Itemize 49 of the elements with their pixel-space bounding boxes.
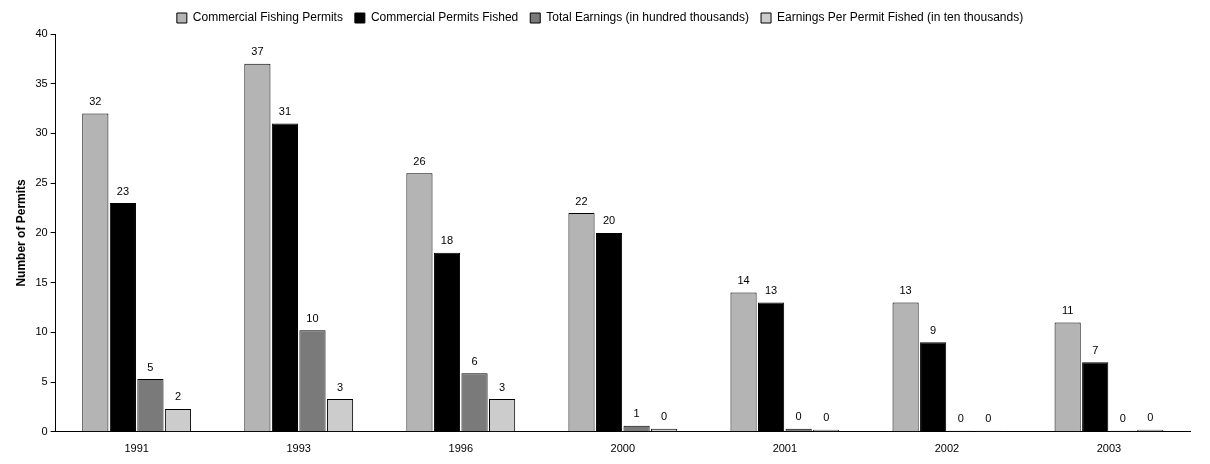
data-label: 3 (336, 380, 344, 393)
data-label: 6 (471, 354, 478, 367)
data-label: 14 (737, 274, 750, 287)
data-label: 7 (1092, 343, 1099, 356)
data-label: 0 (985, 412, 992, 425)
data-label: 10 (306, 311, 319, 324)
legend-label: Earnings Per Permit Fished (in ten thousands) (777, 10, 1024, 25)
data-label: 22 (575, 194, 588, 207)
data-label: 13 (899, 284, 912, 297)
x-tick-label: 2001 (772, 442, 798, 455)
data-label: 0 (823, 411, 830, 424)
x-tick-label: 2002 (934, 442, 960, 455)
data-label: 13 (764, 284, 778, 297)
data-label: 31 (278, 105, 292, 118)
x-tick-label: 1993 (286, 442, 311, 455)
data-label: 0 (795, 410, 802, 423)
y-tick-label: 5 (41, 375, 48, 388)
data-label: 2 (174, 390, 182, 403)
x-tick-label: 1991 (124, 442, 149, 455)
legend-label: Total Earnings (in hundred thousands) (546, 10, 750, 25)
x-tick-label: 2003 (1096, 442, 1122, 455)
data-label: 26 (413, 154, 426, 167)
data-label: 1 (633, 407, 640, 420)
data-label: 9 (930, 323, 937, 336)
x-tick-label: 2000 (610, 442, 636, 455)
y-tick-label: 20 (35, 225, 48, 238)
y-tick-label: 10 (35, 325, 48, 338)
y-tick-label: 40 (35, 27, 48, 40)
data-label: 18 (440, 234, 454, 247)
data-label: 20 (602, 214, 616, 227)
data-label: 37 (251, 45, 264, 58)
data-label: 0 (1119, 412, 1126, 425)
data-label: 0 (957, 412, 964, 425)
y-tick-label: 30 (35, 126, 48, 139)
data-label: 32 (89, 95, 102, 108)
y-axis-title: Number of Permits (13, 178, 28, 287)
data-label: 0 (661, 410, 668, 423)
y-tick-label: 15 (35, 275, 48, 288)
data-label: 23 (116, 184, 130, 197)
legend-label: Commercial Fishing Permits (192, 10, 343, 25)
y-tick-label: 0 (41, 424, 48, 437)
data-label: 0 (1147, 411, 1154, 424)
data-label: 3 (499, 380, 506, 393)
legend-label: Commercial Permits Fished (370, 10, 519, 25)
y-tick-label: 25 (35, 176, 48, 189)
y-tick-label: 35 (35, 76, 48, 89)
data-label: 5 (147, 360, 154, 373)
data-label: 11 (1061, 303, 1074, 316)
x-tick-label: 1996 (448, 442, 474, 455)
